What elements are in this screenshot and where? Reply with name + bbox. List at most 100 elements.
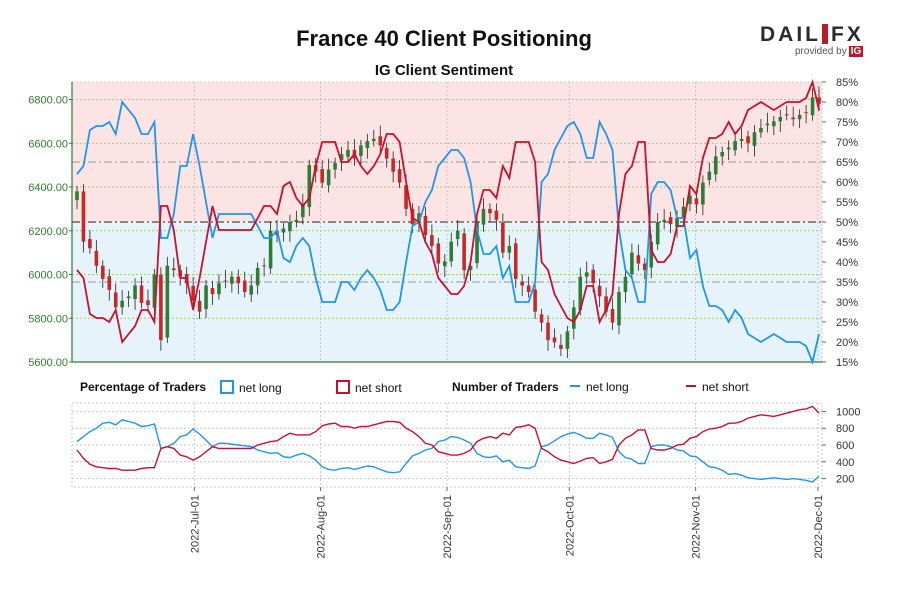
legend-short-line-icon <box>686 385 696 387</box>
candle-body <box>584 272 589 277</box>
candle-body <box>159 274 163 341</box>
candle-body <box>268 230 273 269</box>
candle-body <box>417 213 421 222</box>
candle-body <box>810 97 815 116</box>
count-tick-label: 600 <box>836 440 854 452</box>
candle-body <box>655 222 660 245</box>
candle-body <box>507 246 512 253</box>
candle-body <box>713 156 718 175</box>
count-tick-label: 400 <box>836 457 854 469</box>
candle-body <box>572 307 576 329</box>
price-tick-label: 6600.00 <box>28 138 68 150</box>
pct-tick-label: 20% <box>836 337 858 349</box>
pct-tick-label: 30% <box>836 297 858 309</box>
candle-body <box>288 222 292 232</box>
candle-body <box>501 222 505 253</box>
candle-body <box>307 165 312 208</box>
candle-body <box>494 210 499 220</box>
candle-body <box>152 274 157 308</box>
candle-body <box>552 337 557 343</box>
pct-tick-label: 75% <box>836 117 858 129</box>
candle-body <box>597 285 602 297</box>
candle-body <box>617 292 621 326</box>
candle-body <box>546 322 550 341</box>
candle-body <box>397 169 402 183</box>
pct-tick-label: 60% <box>836 177 858 189</box>
pct-tick-label: 65% <box>836 157 858 169</box>
candle-body <box>513 243 518 279</box>
date-tick-label: 2022-Jul-01 <box>189 495 201 553</box>
candle-body <box>249 285 254 295</box>
count-tick-label: 1000 <box>836 406 860 418</box>
legend-pct-title: Percentage of Traders <box>80 380 207 394</box>
candle-body <box>301 204 305 218</box>
legend-pct-long-label: net long <box>239 381 282 395</box>
date-tick-label: 2022-Sep-01 <box>442 495 454 559</box>
candle-body <box>165 265 170 338</box>
legend-pct-long: net long <box>220 380 282 395</box>
candle-body <box>797 114 802 120</box>
candle-body <box>320 169 324 183</box>
candle-body <box>707 171 712 180</box>
candle-body <box>526 285 531 292</box>
candle-body <box>642 263 647 271</box>
pct-tick-label: 25% <box>836 317 858 329</box>
candle-body <box>88 239 92 249</box>
num-long-line <box>76 419 820 483</box>
logo-word-left: DAIL <box>760 23 821 46</box>
candle-body <box>146 300 150 306</box>
date-tick-label: 2022-Aug-01 <box>316 495 328 559</box>
logo-ig-badge: IG <box>848 46 864 57</box>
candle-body <box>378 136 383 146</box>
price-tick-label: 5800.00 <box>28 313 68 325</box>
candle-body <box>475 222 479 264</box>
candle-body <box>436 243 441 264</box>
candle-body <box>520 281 524 286</box>
candle-body <box>333 162 337 170</box>
candle-body <box>171 268 176 271</box>
candle-body <box>262 265 266 267</box>
candle-body <box>365 141 370 149</box>
pct-tick-label: 85% <box>836 77 858 89</box>
candle-body <box>791 117 795 120</box>
candle-body <box>120 300 124 308</box>
legend-long-square-icon <box>220 380 234 394</box>
candle-body <box>636 255 641 264</box>
candle-body <box>688 195 692 205</box>
candle-body <box>449 241 454 262</box>
num-short-line <box>76 405 820 471</box>
legend-num-long: net long <box>570 380 629 394</box>
legend-num-long-label: net long <box>586 380 629 394</box>
pct-tick-label: 50% <box>836 217 858 229</box>
candle-body <box>681 206 686 218</box>
candle-body <box>565 331 570 349</box>
candle-body <box>242 280 247 292</box>
candle-body <box>346 149 350 157</box>
candle-body <box>559 344 563 349</box>
percentage-lines <box>76 79 820 365</box>
candle-body <box>739 138 744 142</box>
candle-body <box>701 182 705 205</box>
candle-body <box>255 267 260 286</box>
candle-body <box>339 154 344 161</box>
price-tick-label: 6800.00 <box>28 95 68 107</box>
candle-body <box>217 283 221 295</box>
candle-body <box>623 276 628 292</box>
price-tick-label: 6200.00 <box>28 226 68 238</box>
legend-num-title: Number of Traders <box>452 380 559 394</box>
pct-tick-label: 15% <box>836 357 858 369</box>
axis-labels: 5600.00 5800.00 6000.00 6200.00 6400.00 6600.… <box>28 77 860 559</box>
candle-body <box>481 208 486 225</box>
candle-body <box>578 276 583 310</box>
gridlines <box>72 82 822 487</box>
candle-body <box>668 217 673 225</box>
candle-body <box>197 300 202 312</box>
legend-pct-short: net short <box>336 380 402 395</box>
pct-tick-label: 45% <box>836 237 858 249</box>
price-tick-label: 5600.00 <box>28 357 68 369</box>
candle-body <box>746 136 750 144</box>
legend-pct-short-label: net short <box>355 381 402 395</box>
logo-word-right: FX <box>831 23 864 46</box>
candle-body <box>772 121 776 127</box>
